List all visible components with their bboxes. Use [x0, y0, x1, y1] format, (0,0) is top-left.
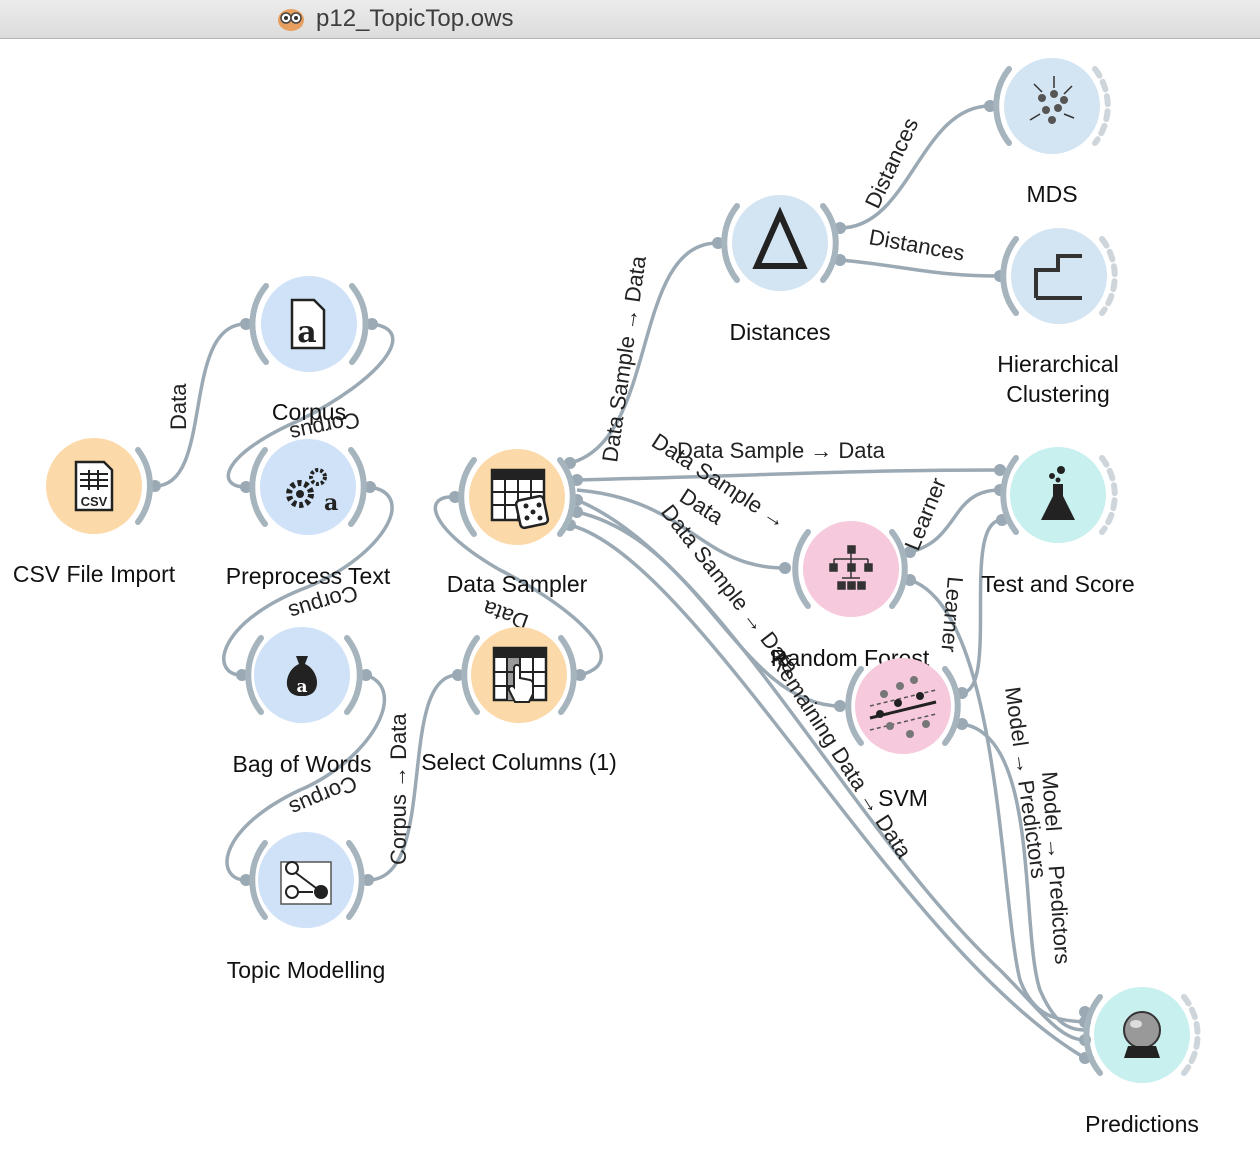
link-sampler-testscore[interactable] — [576, 468, 1001, 482]
money-bag-icon: a — [286, 656, 318, 697]
link-label-sampler-testscore: Data Sample → Data — [677, 438, 886, 463]
node-preprocess-text[interactable]: a Preprocess Text — [226, 439, 391, 589]
scatter-arrows-icon — [1029, 76, 1075, 124]
table-dice-icon — [490, 468, 550, 530]
node-bag-of-words[interactable]: a Bag of Words — [233, 627, 372, 777]
orange-logo-icon — [278, 9, 304, 31]
flask-icon — [1041, 466, 1075, 520]
node-label-hierarchical-clustering-2: Clustering — [1006, 381, 1110, 407]
node-label-data-sampler: Data Sampler — [447, 571, 588, 597]
node-label-select-columns: Select Columns (1) — [421, 749, 617, 775]
link-label-svm-testscore: Learner — [936, 576, 968, 654]
topic-graph-icon — [280, 861, 332, 905]
delta-icon — [752, 206, 808, 269]
node-label-hierarchical-clustering-1: Hierarchical — [997, 351, 1118, 377]
node-csv-file-import[interactable]: CSV CSV File Import — [13, 438, 176, 587]
link-svm-testscore[interactable] — [961, 518, 1003, 695]
node-svm[interactable]: SVM — [845, 658, 961, 811]
node-label-test-and-score: Test and Score — [981, 571, 1134, 597]
svg-text:a: a — [297, 315, 316, 350]
link-topic-select[interactable] — [367, 673, 459, 882]
link-csv-corpus[interactable] — [154, 322, 247, 488]
node-label-distances: Distances — [730, 319, 831, 345]
link-rf-testscore[interactable] — [909, 488, 1001, 554]
node-corpus[interactable]: a Corpus — [249, 276, 369, 425]
node-label-preprocess-text: Preprocess Text — [226, 563, 391, 589]
node-predictions[interactable]: Predictions — [1083, 987, 1201, 1137]
crystal-ball-icon — [1123, 1011, 1161, 1058]
link-distances-mds[interactable] — [839, 104, 991, 230]
node-random-forest[interactable]: Random Forest — [771, 521, 930, 671]
node-label-corpus: Corpus — [272, 399, 346, 425]
svg-text:CSV: CSV — [81, 494, 108, 509]
tree-icon — [829, 545, 873, 590]
csv-file-icon: CSV — [74, 460, 114, 512]
node-test-and-score[interactable]: Test and Score — [981, 447, 1135, 597]
link-sampler-rf[interactable] — [576, 488, 786, 570]
node-data-sampler[interactable]: Data Sampler — [447, 449, 588, 597]
node-hierarchical-clustering[interactable]: Hierarchical Clustering — [997, 228, 1119, 407]
link-preprocess-bow[interactable] — [222, 485, 394, 677]
gears-icon: a — [286, 468, 338, 516]
link-corpus-preprocess[interactable] — [226, 322, 395, 489]
link-label-topic-select: Corpus → Data — [386, 713, 411, 865]
node-label-predictions: Predictions — [1085, 1111, 1199, 1137]
corpus-document-icon: a — [290, 298, 326, 350]
link-label-sampler-distances: Data Sample → Data — [597, 254, 651, 464]
node-label-csv-file-import: CSV File Import — [13, 561, 176, 587]
link-sampler-predictions-2[interactable] — [576, 498, 1086, 1042]
links — [154, 104, 1086, 1060]
table-hand-icon — [492, 646, 548, 703]
link-bow-topic[interactable] — [225, 673, 387, 882]
link-svm-predictions[interactable] — [961, 722, 1086, 1032]
link-distances-hc[interactable] — [839, 258, 1001, 278]
window-title: p12_TopicTop.ows — [316, 5, 514, 32]
link-select-sampler[interactable] — [433, 495, 603, 677]
svg-text:a: a — [296, 677, 307, 697]
title-bar: p12_TopicTop.ows — [0, 0, 1260, 39]
svm-scatter-icon — [869, 676, 937, 738]
link-label-distances-hc: Distances — [867, 224, 966, 265]
link-sampler-distances[interactable] — [569, 241, 719, 465]
link-rf-predictions[interactable] — [909, 578, 1086, 1024]
link-label-rf-testscore: Learner — [899, 474, 951, 554]
node-label-bag-of-words: Bag of Words — [233, 751, 372, 777]
node-label-topic-modelling: Topic Modelling — [227, 957, 386, 983]
link-sampler-predictions[interactable] — [569, 523, 1086, 1060]
workflow-canvas[interactable]: Data Corpus Corpus Corpus Corpus → Data … — [0, 40, 1260, 1174]
node-label-svm: SVM — [878, 785, 928, 811]
node-topic-modelling[interactable]: Topic Modelling — [227, 832, 386, 983]
svg-text:a: a — [324, 490, 338, 516]
link-label-csv-corpus: Data — [166, 383, 191, 430]
dendrogram-icon — [1034, 254, 1082, 300]
node-select-columns[interactable]: Select Columns (1) — [421, 627, 617, 775]
node-distances[interactable]: Distances — [721, 195, 839, 345]
node-label-mds: MDS — [1026, 181, 1077, 207]
node-mds[interactable]: MDS — [993, 58, 1111, 207]
